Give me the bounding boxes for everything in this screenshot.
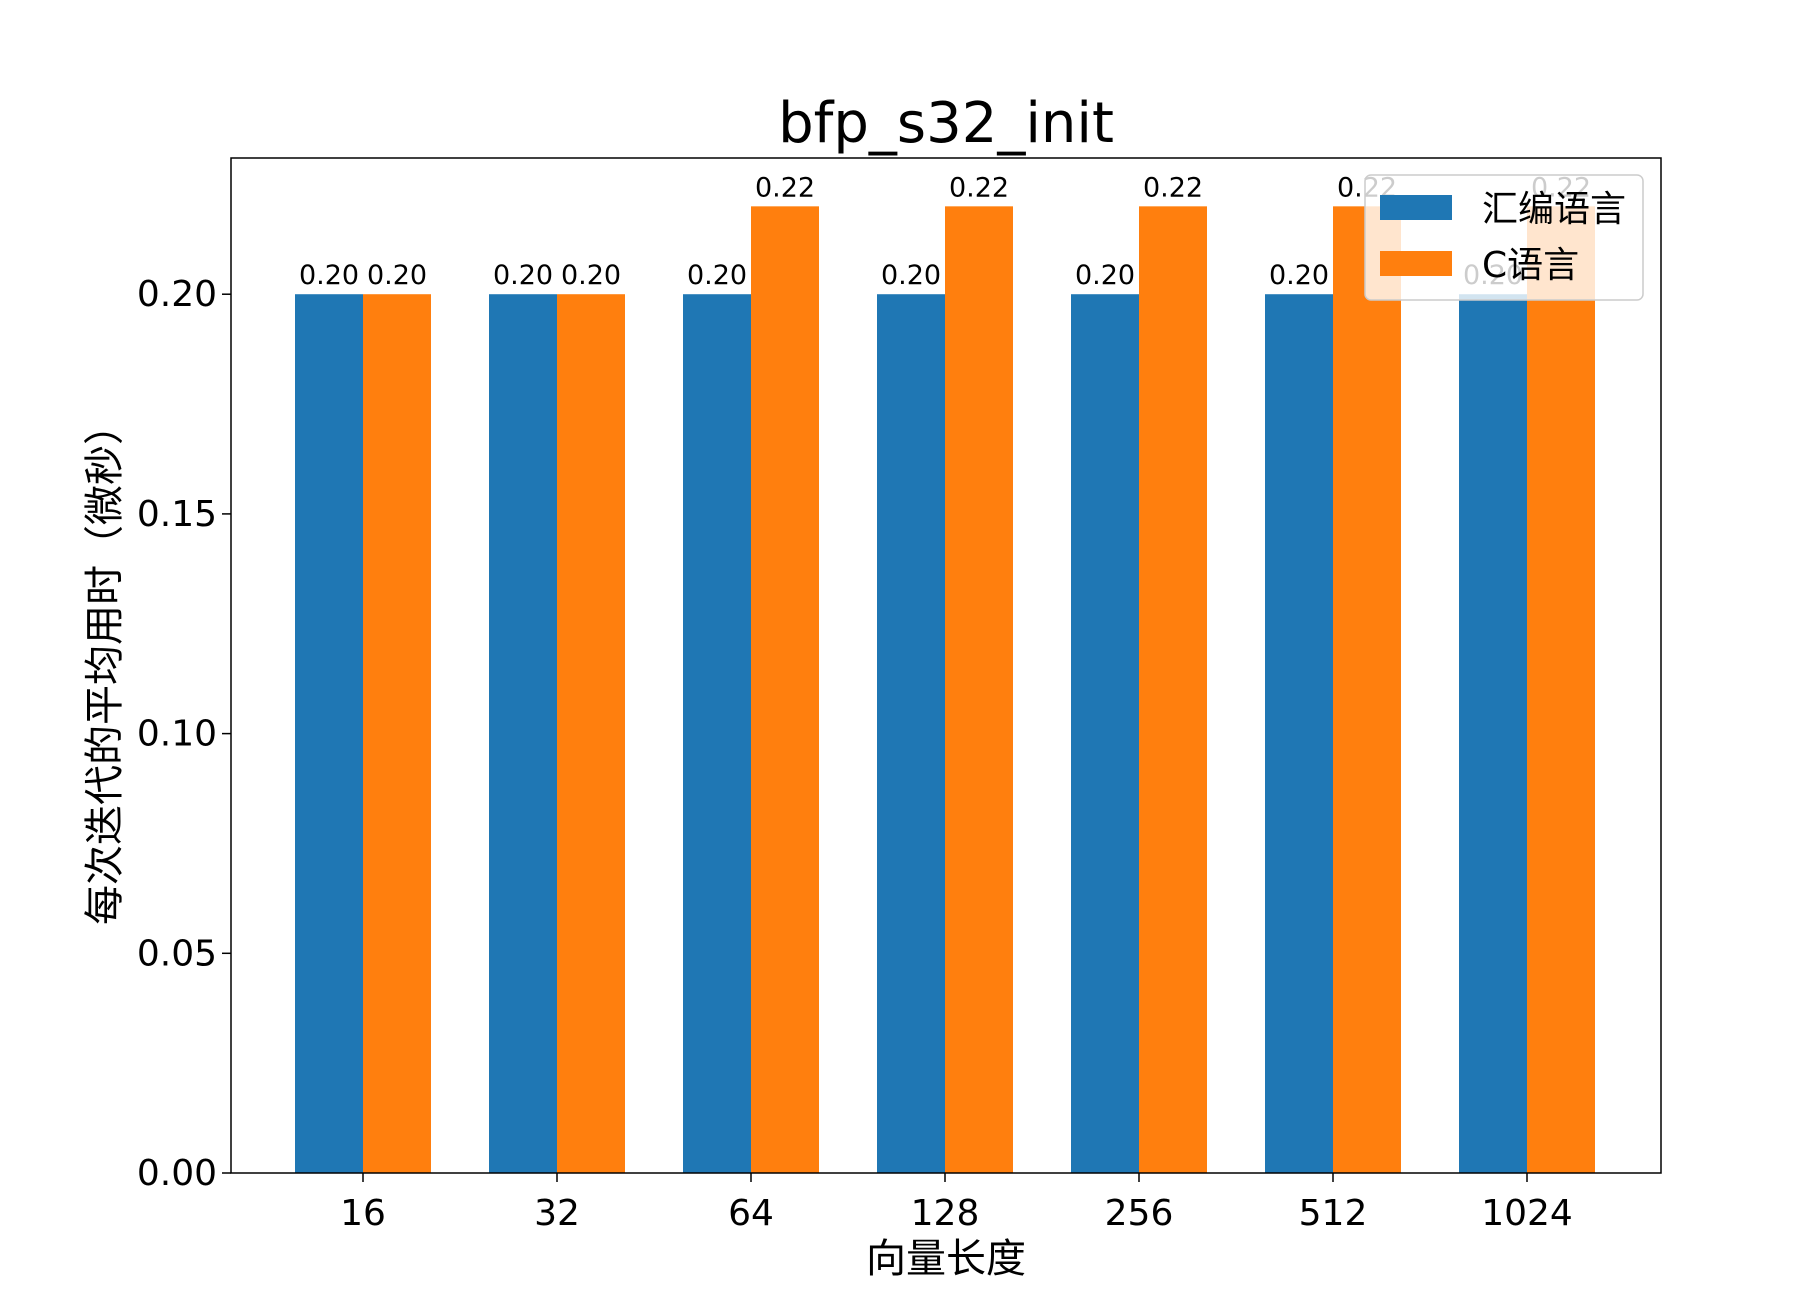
bar-assembly-64 — [683, 294, 751, 1173]
data-label-c-128: 0.22 — [949, 172, 1009, 203]
bar-assembly-16 — [295, 294, 363, 1173]
x-tick-label: 128 — [911, 1193, 980, 1234]
data-label-assembly-64: 0.20 — [687, 260, 747, 291]
y-axis-ticks: 0.00 0.05 0.10 0.15 0.20 — [137, 274, 231, 1194]
x-axis-label: 向量长度 — [866, 1236, 1026, 1282]
y-tick-label: 0.05 — [137, 933, 217, 974]
data-label-c-64: 0.22 — [755, 172, 815, 203]
legend-swatch-c — [1380, 251, 1452, 276]
y-tick-label: 0.20 — [137, 274, 217, 315]
bar-c-1024 — [1527, 206, 1595, 1174]
bar-c-16 — [363, 294, 431, 1173]
bar-c-256 — [1139, 206, 1207, 1174]
x-tick-label: 16 — [340, 1193, 386, 1234]
data-label-c-32: 0.20 — [561, 260, 621, 291]
bar-c-64 — [751, 206, 819, 1174]
x-axis-ticks: 16 32 64 128 256 512 1024 — [340, 1173, 1573, 1234]
bar-assembly-1024 — [1459, 294, 1527, 1173]
legend-swatch-assembly — [1380, 195, 1452, 220]
x-tick-label: 1024 — [1481, 1193, 1573, 1234]
data-label-c-256: 0.22 — [1143, 172, 1203, 203]
bar-assembly-128 — [877, 294, 945, 1173]
bars-layer — [295, 206, 1595, 1174]
legend: 汇编语言 C语言 — [1364, 174, 1644, 301]
plot-frame — [230, 157, 1662, 1174]
data-label-assembly-512: 0.20 — [1269, 260, 1329, 291]
bar-assembly-512 — [1265, 294, 1333, 1173]
legend-label-assembly: 汇编语言 — [1482, 189, 1626, 230]
legend-label-c: C语言 — [1482, 245, 1579, 286]
data-label-assembly-32: 0.20 — [493, 260, 553, 291]
bar-assembly-32 — [489, 294, 557, 1173]
y-tick-label: 0.00 — [137, 1153, 217, 1194]
x-tick-label: 32 — [534, 1193, 580, 1234]
data-label-assembly-16: 0.20 — [299, 260, 359, 291]
x-tick-label: 64 — [728, 1193, 774, 1234]
data-label-c-16: 0.20 — [367, 260, 427, 291]
chart-title: bfp_s32_init — [778, 91, 1114, 156]
y-tick-label: 0.15 — [137, 494, 217, 535]
bar-c-512 — [1333, 206, 1401, 1174]
data-label-assembly-256: 0.20 — [1075, 260, 1135, 291]
bar-c-32 — [557, 294, 625, 1173]
bar-assembly-256 — [1071, 294, 1139, 1173]
y-tick-label: 0.10 — [137, 714, 217, 755]
x-tick-label: 512 — [1299, 1193, 1368, 1234]
x-tick-label: 256 — [1105, 1193, 1174, 1234]
y-axis-label: 每次迭代的平均用时（微秒） — [82, 405, 128, 925]
data-label-assembly-128: 0.20 — [881, 260, 941, 291]
bar-c-128 — [945, 206, 1013, 1174]
